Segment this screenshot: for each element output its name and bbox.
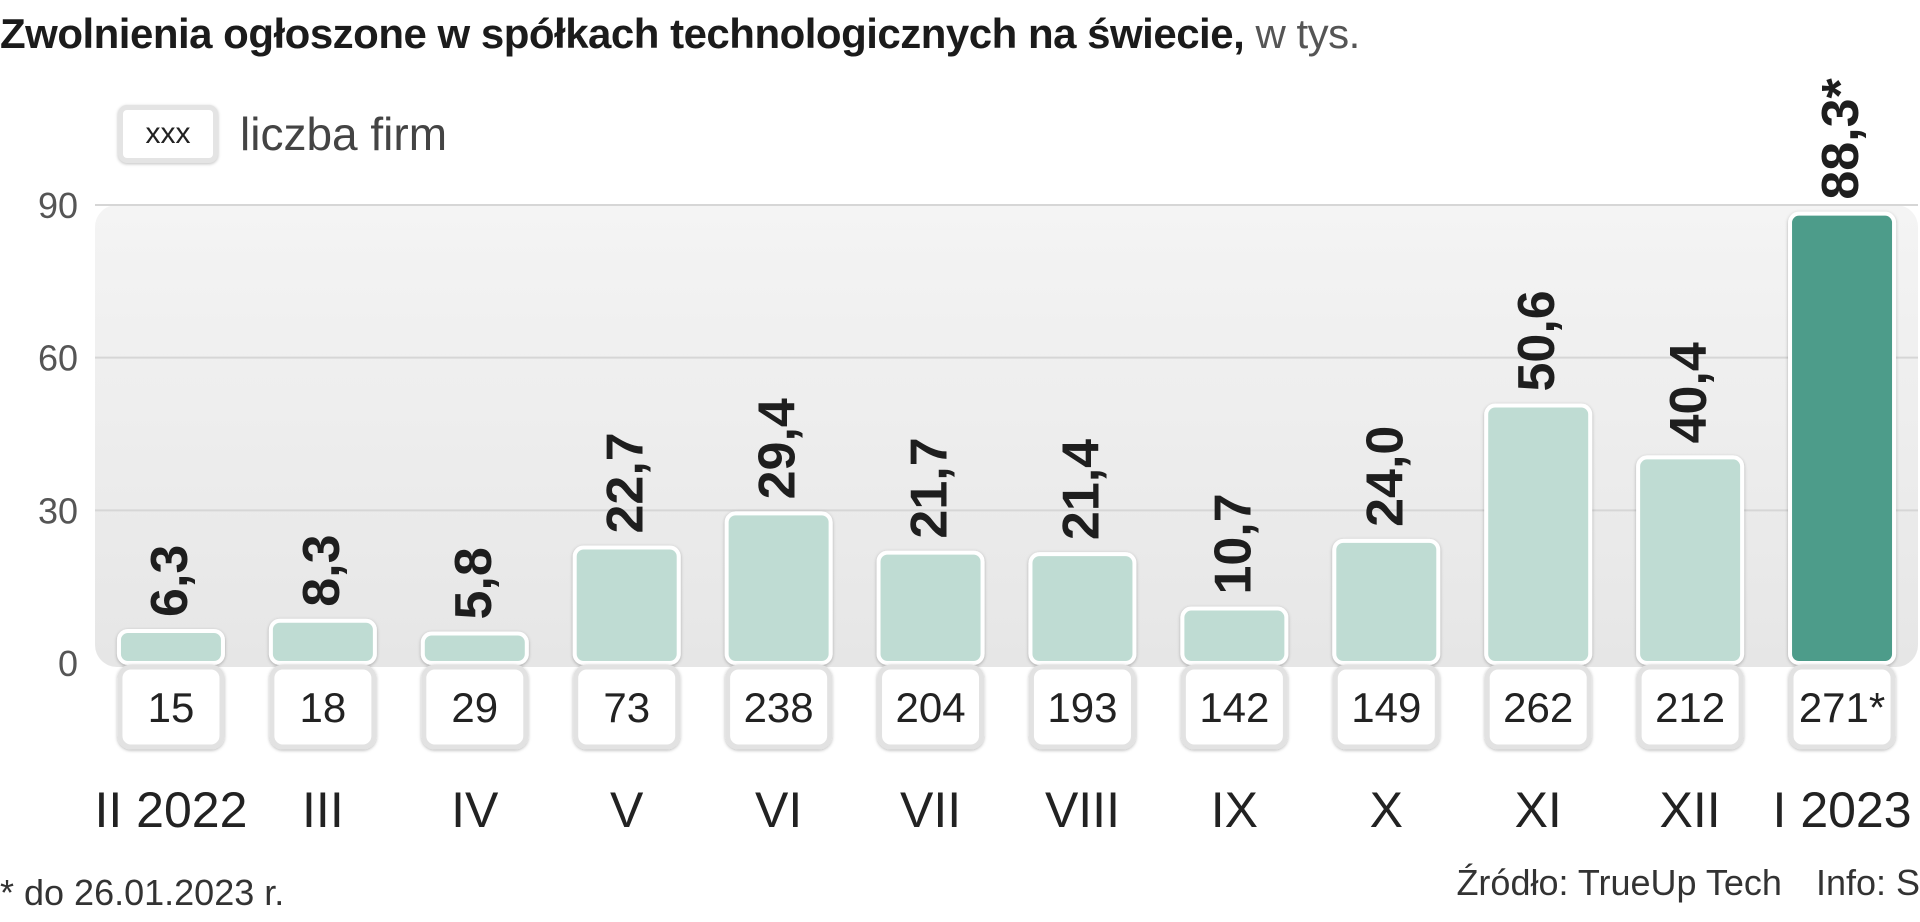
bar-value-label: 21,4 bbox=[1052, 439, 1110, 540]
bar-value-label: 10,7 bbox=[1204, 493, 1262, 594]
legend-label: liczba firm bbox=[240, 108, 448, 160]
bar bbox=[420, 631, 529, 665]
bar-chart: 0 30 60 90 6,3 8,3 5,8 22,7 29,4 21,7 21,4 10,7 24,… bbox=[38, 77, 1918, 838]
bar-value-label: 24,0 bbox=[1356, 426, 1414, 527]
bar-value-label: 6,3 bbox=[141, 545, 199, 617]
bar bbox=[1180, 606, 1289, 665]
x-tick-label: IX bbox=[1211, 782, 1258, 838]
x-tick-label: XII bbox=[1660, 782, 1721, 838]
firm-count-box bbox=[269, 664, 377, 750]
bar-value-label: 8,3 bbox=[293, 534, 351, 606]
y-tick-label: 30 bbox=[38, 490, 78, 531]
x-tick-label: VIII bbox=[1045, 782, 1120, 838]
firm-count-box bbox=[1636, 664, 1744, 750]
x-tick-label: I 2023 bbox=[1773, 782, 1912, 838]
y-tick-label: 60 bbox=[38, 338, 78, 379]
x-tick-label: IV bbox=[451, 782, 499, 838]
legend: xxx liczba firm bbox=[118, 104, 447, 164]
source-text: Źródło: TrueUp Tech bbox=[1456, 862, 1782, 903]
bar-value-label: 40,4 bbox=[1660, 342, 1718, 443]
firm-count-label: 29 bbox=[451, 684, 498, 731]
firm-count-box bbox=[725, 664, 833, 750]
firm-count-label: 15 bbox=[148, 684, 195, 731]
firm-count-label: 73 bbox=[603, 684, 650, 731]
bar bbox=[1484, 403, 1593, 665]
firm-count-box bbox=[117, 664, 225, 750]
bar bbox=[268, 618, 377, 665]
bar bbox=[1028, 552, 1137, 665]
y-tick-label: 0 bbox=[58, 643, 78, 684]
firm-count-label: 238 bbox=[744, 684, 814, 731]
bar-value-label: 21,7 bbox=[901, 437, 959, 538]
firm-count-box bbox=[421, 664, 529, 750]
y-tick-label: 90 bbox=[38, 185, 78, 226]
x-tick-label: V bbox=[610, 782, 644, 838]
chart-title-main: Zwolnienia ogłoszone w spółkach technolo… bbox=[0, 10, 1245, 57]
firm-count-box bbox=[1028, 664, 1136, 750]
firm-count-box bbox=[1332, 664, 1440, 750]
bar-value-label: 50,6 bbox=[1508, 290, 1566, 391]
firm-count-box bbox=[1484, 664, 1592, 750]
firm-count-box bbox=[573, 664, 681, 750]
chart-title: Zwolnienia ogłoszone w spółkach technolo… bbox=[0, 8, 1360, 60]
x-tick-label: XI bbox=[1515, 782, 1562, 838]
x-tick-label: VII bbox=[900, 782, 961, 838]
bar bbox=[1332, 538, 1441, 665]
firm-count-label: 142 bbox=[1199, 684, 1269, 731]
legend-swatch-box: xxx bbox=[118, 105, 218, 163]
x-tick-label: III bbox=[302, 782, 344, 838]
firm-count-label: 271* bbox=[1799, 684, 1885, 731]
source-note: Źródło: TrueUp Tech Info: S bbox=[1456, 862, 1920, 904]
footnote: * do 26.01.2023 r. bbox=[0, 872, 285, 913]
x-tick-label: VI bbox=[755, 782, 802, 838]
bar bbox=[1636, 455, 1745, 665]
firm-count-label: 212 bbox=[1655, 684, 1725, 731]
firm-count-label: 262 bbox=[1503, 684, 1573, 731]
chart-title-unit: w tys. bbox=[1255, 10, 1360, 57]
bar bbox=[876, 550, 985, 665]
firm-count-label: 18 bbox=[300, 684, 347, 731]
firm-count-box bbox=[877, 664, 985, 750]
bar-value-label: 88,3* bbox=[1812, 77, 1870, 199]
source-info: Info: S bbox=[1815, 862, 1920, 903]
bar bbox=[1788, 211, 1897, 665]
bar-value-label: 5,8 bbox=[445, 547, 503, 619]
firm-count-label: 149 bbox=[1351, 684, 1421, 731]
bar bbox=[116, 628, 225, 666]
firm-count-label: 193 bbox=[1047, 684, 1117, 731]
firm-count-label: 204 bbox=[896, 684, 966, 731]
firm-count-box bbox=[1788, 664, 1896, 750]
bar-value-label: 22,7 bbox=[597, 432, 655, 533]
plot-background bbox=[95, 205, 1918, 667]
bar bbox=[724, 511, 833, 665]
x-tick-label: II 2022 bbox=[95, 782, 248, 838]
bar bbox=[572, 545, 681, 666]
x-tick-label: X bbox=[1370, 782, 1403, 838]
firm-count-box bbox=[1180, 664, 1288, 750]
bar-value-label: 29,4 bbox=[749, 398, 807, 499]
